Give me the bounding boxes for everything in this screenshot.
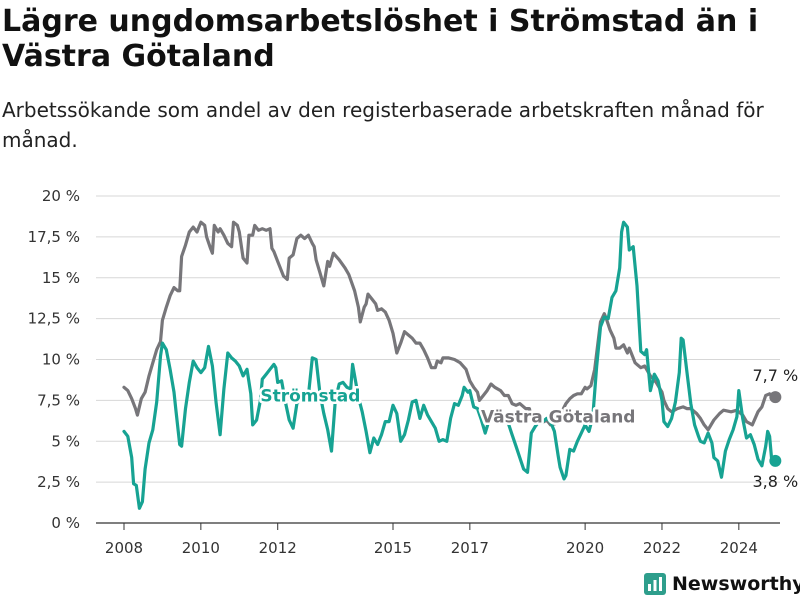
newsworthy-logo-icon (644, 573, 666, 595)
y-axis: 0 % 2,5 % 5 % 7,5 % 10 % 12,5 % 15 % 17,5 % 20 % (28, 187, 80, 532)
series-end-label: 3,8 % (752, 472, 798, 491)
x-tick-label: 2010 (182, 539, 220, 557)
y-tick-label: 20 % (42, 187, 80, 205)
newsworthy-logo: Newsworthy (644, 570, 800, 598)
y-tick-label: 7,5 % (37, 391, 80, 409)
y-tick-label: 12,5 % (28, 310, 80, 328)
series-end-point (769, 391, 782, 404)
series-end-point (769, 454, 782, 467)
x-tick-label: 2024 (720, 539, 758, 557)
y-tick-label: 17,5 % (28, 228, 80, 246)
grid-lines (96, 195, 780, 524)
y-tick-label: 0 % (51, 514, 80, 532)
x-tick-label: 2020 (566, 539, 604, 557)
x-tick-label: 2008 (105, 539, 143, 557)
y-tick-label: 5 % (51, 432, 80, 450)
series-label-stromstad: Strömstad (260, 386, 360, 406)
x-tick-label: 2012 (259, 539, 297, 557)
series-labels: 7,7 % 3,8 % Västra Götaland Strömstad (258, 366, 798, 491)
x-tick-label: 2022 (643, 539, 681, 557)
series-end-label: 7,7 % (752, 366, 798, 385)
y-tick-label: 10 % (42, 351, 80, 369)
newsworthy-logo-text: Newsworthy (672, 573, 800, 595)
y-tick-label: 15 % (42, 269, 80, 287)
x-tick-label: 2017 (451, 539, 489, 557)
chart-title: Lägre ungdomsarbetslöshet i Strömstad än… (2, 4, 759, 74)
x-axis: 2008 2010 2012 2015 2017 2020 2022 2024 (105, 523, 758, 557)
series-label-vastra-gotaland: Västra Götaland (481, 408, 636, 428)
series-line-vastra-gotaland (122, 220, 777, 432)
series-line-stromstad (122, 220, 777, 510)
chart-subtitle: Arbetssökande som andel av den registerb… (2, 98, 764, 152)
x-tick-label: 2015 (374, 539, 412, 557)
series-lines (122, 220, 782, 510)
y-tick-label: 2,5 % (37, 473, 80, 491)
